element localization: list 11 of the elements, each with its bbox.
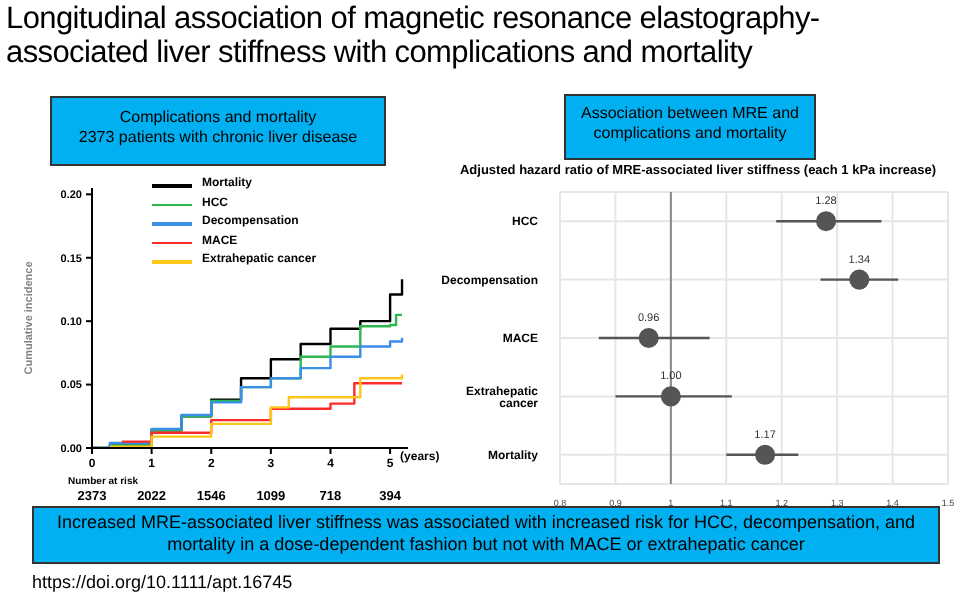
point: [638, 327, 659, 349]
chart-title: Complications and mortality: [117, 108, 319, 128]
text: Longitudinal association of magnetic resonance elastography-associated liver stiffness with complications and mortality: [6, 2, 822, 70]
point: [660, 386, 681, 407]
chart-subtitle: 2373 patients with chronic liver disease: [76, 127, 360, 147]
text: https://doi.org/10.1111/apt.16745: [32, 572, 293, 592]
chart-subtitle: Association between MRE and complications and mortality: [579, 104, 801, 143]
point: [755, 444, 776, 465]
point: [816, 211, 837, 232]
point: [849, 269, 870, 290]
text: Increased MRE-associated liver stiffness was associated with increased risk for HCC, decompensation, and mortality in a dose-dependent fashion but not with MACE or extrahepatic cancer: [54, 512, 918, 556]
